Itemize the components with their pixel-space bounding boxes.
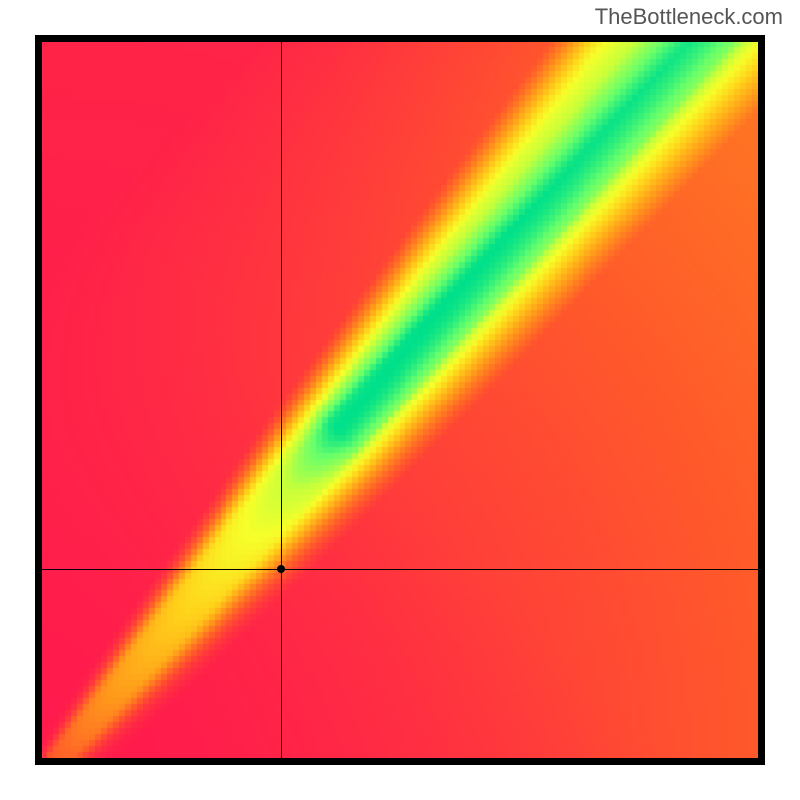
crosshair-vertical — [281, 42, 282, 758]
plot-frame — [35, 35, 765, 765]
chart-container: { "watermark": { "text": "TheBottleneck.… — [0, 0, 800, 800]
heatmap-canvas — [42, 42, 758, 758]
plot-area — [42, 42, 758, 758]
crosshair-horizontal — [42, 569, 758, 570]
marker-dot — [277, 565, 285, 573]
watermark-text: TheBottleneck.com — [595, 4, 783, 30]
